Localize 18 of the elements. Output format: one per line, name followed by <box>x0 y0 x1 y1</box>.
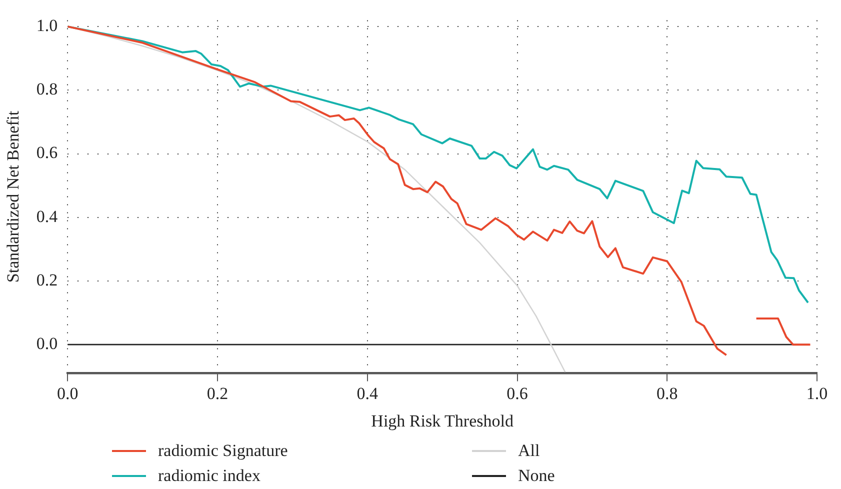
y-tick-label: 1.0 <box>36 16 58 36</box>
legend-label: All <box>518 440 540 460</box>
x-tick-label: 0.2 <box>206 384 228 403</box>
legend-label: radiomic Signature <box>158 440 288 460</box>
x-tick-label: 0.0 <box>57 384 78 403</box>
x-tick-label: 0.8 <box>656 384 678 403</box>
y-axis-title: Standardized Net Benefit <box>4 110 23 283</box>
y-tick-label: 0.8 <box>36 80 58 99</box>
y-tick-label: 0.2 <box>36 270 58 290</box>
x-tick-label: 1.0 <box>806 384 828 403</box>
y-tick-label: 0.0 <box>36 334 58 354</box>
x-tick-label: 0.4 <box>356 384 379 403</box>
y-tick-label: 0.4 <box>36 206 58 226</box>
x-axis-title: High Risk Threshold <box>371 411 514 430</box>
legend-label: radiomic index <box>158 466 260 486</box>
x-tick-label: 0.6 <box>506 384 528 403</box>
y-tick-label: 0.6 <box>36 143 58 162</box>
legend-label: None <box>518 466 555 486</box>
